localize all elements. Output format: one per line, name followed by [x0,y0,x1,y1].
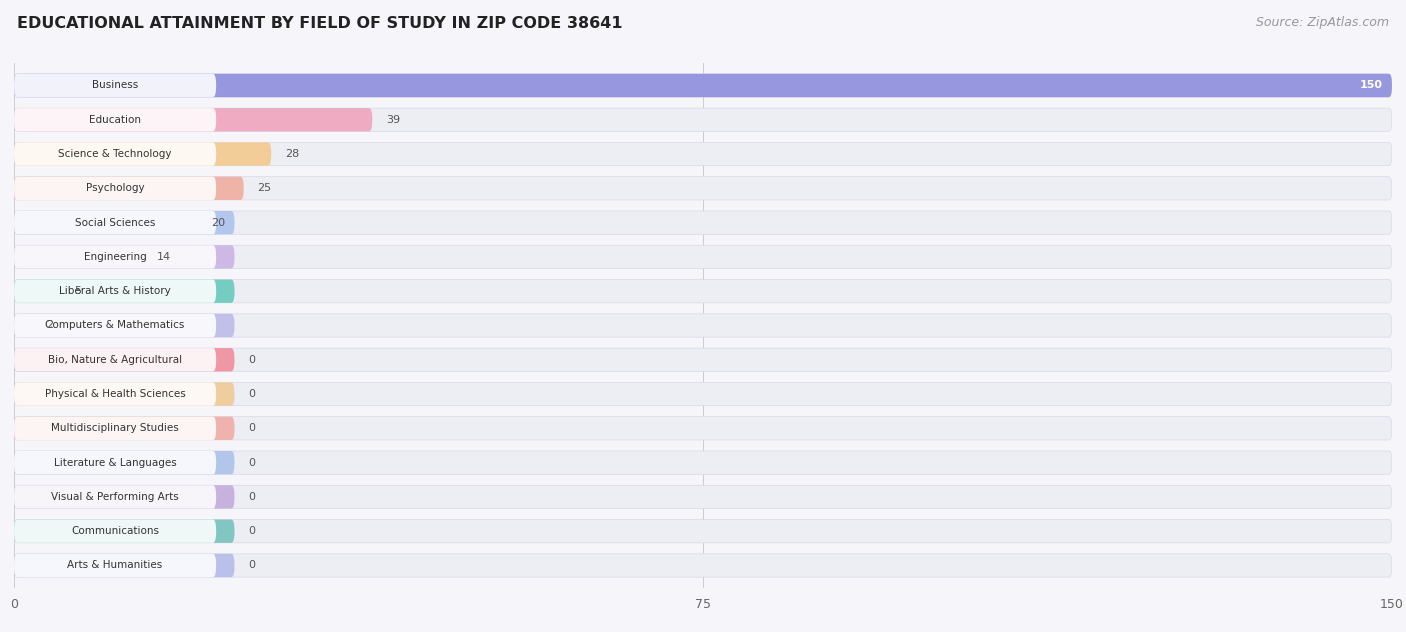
FancyBboxPatch shape [14,451,235,474]
FancyBboxPatch shape [14,142,1392,166]
Text: 0: 0 [249,526,256,536]
FancyBboxPatch shape [14,348,235,372]
Text: 2: 2 [46,320,53,331]
FancyBboxPatch shape [14,108,217,131]
FancyBboxPatch shape [14,348,1392,372]
FancyBboxPatch shape [14,74,1392,97]
FancyBboxPatch shape [14,211,1392,234]
FancyBboxPatch shape [14,314,217,337]
Text: 0: 0 [249,389,256,399]
Text: Social Sciences: Social Sciences [75,217,155,228]
FancyBboxPatch shape [14,520,217,543]
Text: Arts & Humanities: Arts & Humanities [67,561,163,571]
Text: Science & Technology: Science & Technology [59,149,172,159]
FancyBboxPatch shape [14,382,217,406]
FancyBboxPatch shape [14,108,373,131]
Text: Liberal Arts & History: Liberal Arts & History [59,286,172,296]
FancyBboxPatch shape [14,177,1392,200]
Text: Business: Business [91,80,138,90]
FancyBboxPatch shape [14,451,1392,474]
FancyBboxPatch shape [14,177,243,200]
Text: Source: ZipAtlas.com: Source: ZipAtlas.com [1256,16,1389,29]
Text: Computers & Mathematics: Computers & Mathematics [45,320,184,331]
Text: 0: 0 [249,423,256,434]
Text: Multidisciplinary Studies: Multidisciplinary Studies [51,423,179,434]
FancyBboxPatch shape [14,485,235,509]
FancyBboxPatch shape [14,211,217,234]
FancyBboxPatch shape [14,74,217,97]
Text: Engineering: Engineering [84,252,146,262]
Text: 0: 0 [249,561,256,571]
FancyBboxPatch shape [14,348,217,372]
FancyBboxPatch shape [14,108,1392,131]
FancyBboxPatch shape [14,245,1392,269]
Text: 0: 0 [249,355,256,365]
Text: Education: Education [89,115,141,125]
Text: 0: 0 [249,458,256,468]
FancyBboxPatch shape [14,382,235,406]
FancyBboxPatch shape [14,142,271,166]
FancyBboxPatch shape [14,554,1392,577]
FancyBboxPatch shape [14,485,217,509]
FancyBboxPatch shape [14,554,235,577]
Text: 0: 0 [249,492,256,502]
Text: EDUCATIONAL ATTAINMENT BY FIELD OF STUDY IN ZIP CODE 38641: EDUCATIONAL ATTAINMENT BY FIELD OF STUDY… [17,16,623,31]
Text: Physical & Health Sciences: Physical & Health Sciences [45,389,186,399]
FancyBboxPatch shape [14,451,217,474]
FancyBboxPatch shape [14,211,235,234]
FancyBboxPatch shape [14,416,235,440]
Text: Literature & Languages: Literature & Languages [53,458,177,468]
FancyBboxPatch shape [14,279,1392,303]
FancyBboxPatch shape [14,245,235,269]
FancyBboxPatch shape [14,520,235,543]
FancyBboxPatch shape [14,520,1392,543]
FancyBboxPatch shape [14,382,1392,406]
FancyBboxPatch shape [14,416,1392,440]
Text: 150: 150 [1360,80,1382,90]
Text: 20: 20 [211,217,226,228]
FancyBboxPatch shape [14,245,217,269]
Text: Bio, Nature & Agricultural: Bio, Nature & Agricultural [48,355,183,365]
Text: 25: 25 [257,183,271,193]
Text: Communications: Communications [72,526,159,536]
Text: 39: 39 [387,115,401,125]
Text: 14: 14 [156,252,170,262]
FancyBboxPatch shape [14,314,235,337]
FancyBboxPatch shape [14,554,217,577]
FancyBboxPatch shape [14,142,217,166]
FancyBboxPatch shape [14,279,217,303]
Text: 28: 28 [285,149,299,159]
FancyBboxPatch shape [14,416,217,440]
FancyBboxPatch shape [14,485,1392,509]
Text: Psychology: Psychology [86,183,145,193]
FancyBboxPatch shape [14,74,1392,97]
FancyBboxPatch shape [14,177,217,200]
FancyBboxPatch shape [14,314,1392,337]
Text: Visual & Performing Arts: Visual & Performing Arts [51,492,179,502]
Text: 5: 5 [73,286,80,296]
FancyBboxPatch shape [14,279,235,303]
